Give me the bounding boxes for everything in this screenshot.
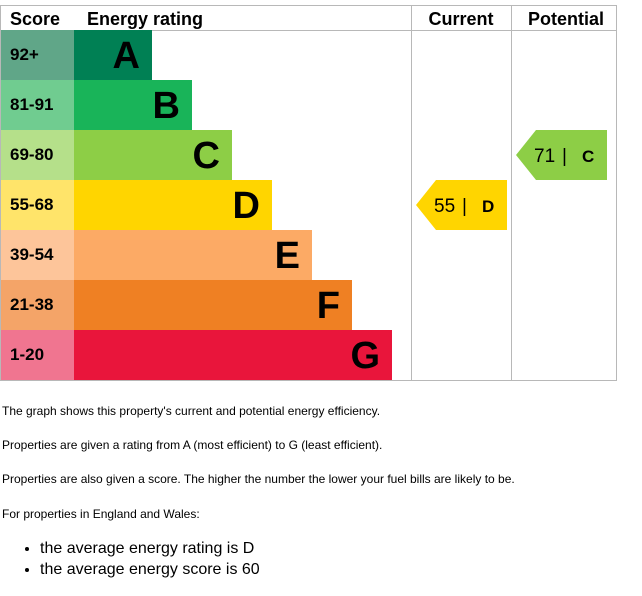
potential-marker-arrow [516,130,607,180]
score-range-e: 39-54 [10,245,54,264]
current-rating-marker: 55 | D [416,180,507,230]
score-range-a: 92+ [10,45,39,64]
description-line-1: The graph shows this property's current … [2,404,381,418]
band-bar-a [74,30,152,80]
band-bar-f [74,280,352,330]
header-potential: Potential [528,9,604,29]
score-cell-c [1,130,74,180]
score-range-d: 55-68 [10,195,53,214]
score-cell-g [1,330,74,380]
potential-score-value: 71 [534,146,555,167]
band-bar-b [74,80,192,130]
score-cell-d [1,180,74,230]
band-letter-a: A [113,35,140,77]
description-line-2: Properties are given a rating from A (mo… [2,438,383,452]
band-letter-d: D [233,185,260,227]
header-current: Current [428,9,493,29]
band-letter-b: B [153,85,180,127]
score-cell-b [1,80,74,130]
header-energy-rating: Energy rating [87,9,203,29]
score-cell-f [1,280,74,330]
potential-separator: | [562,146,567,167]
band-bar-e [74,230,312,280]
current-letter: D [482,197,494,216]
potential-rating-marker: 71 | C [516,130,607,180]
band-bar-c [74,130,232,180]
score-range-g: 1-20 [10,345,44,364]
average-rating-item: the average energy rating is D [40,538,260,559]
header-score: Score [10,9,60,29]
score-cell-e [1,230,74,280]
description-line-4: For properties in England and Wales: [2,507,200,521]
epc-chart: Score Energy rating Current Potential 92… [0,5,617,381]
band-letter-g: G [350,335,380,377]
band-letter-c: C [193,135,220,177]
current-separator: | [462,196,467,217]
description-line-3: Properties are also given a score. The h… [2,472,515,486]
band-bar-g [74,330,392,380]
band-letter-f: F [317,285,340,327]
current-score-value: 55 [434,196,455,217]
score-range-f: 21-38 [10,295,53,314]
band-letter-e: E [275,235,300,277]
current-marker-arrow [416,180,507,230]
band-bar-d [74,180,272,230]
average-score-item: the average energy score is 60 [40,559,260,580]
score-cell-a [1,30,74,80]
score-range-c: 69-80 [10,145,53,164]
score-range-b: 81-91 [10,95,53,114]
potential-letter: C [582,147,594,166]
chart-frame [0,5,617,381]
averages-list: the average energy rating is D the avera… [0,538,260,580]
